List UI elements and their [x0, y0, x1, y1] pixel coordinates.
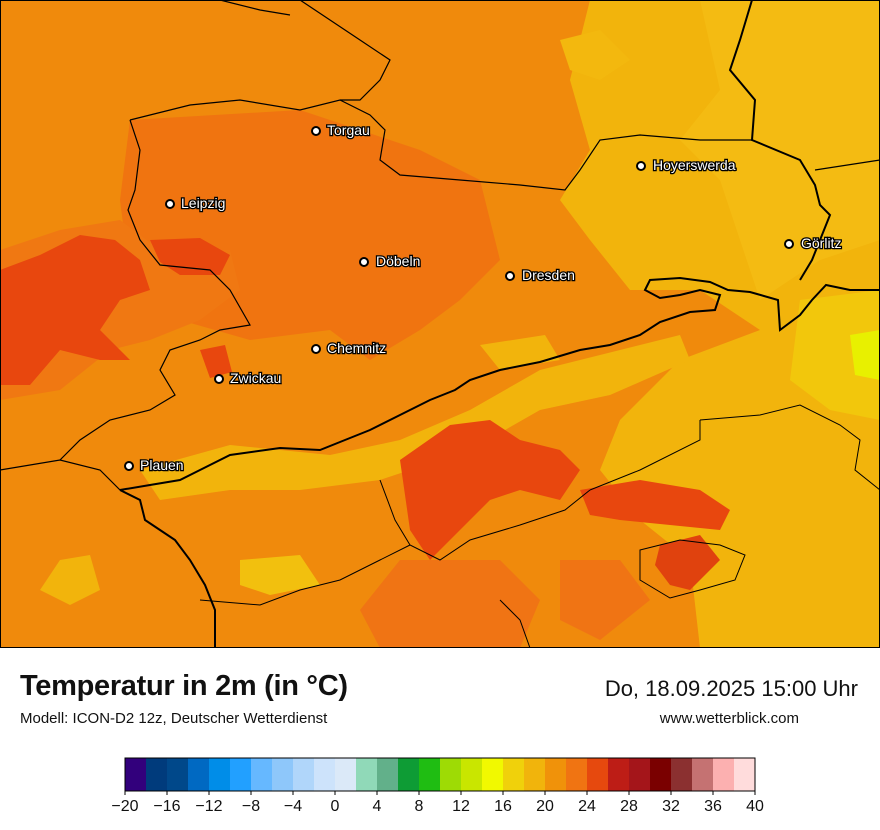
- scale-tick-label: 36: [704, 798, 722, 815]
- city-markers: Torgau Hoyerswerda Leipzig Görlitz Döbel…: [124, 121, 843, 474]
- scale-swatch: [146, 758, 168, 791]
- city-goerlitz[interactable]: Görlitz: [784, 234, 843, 252]
- scale-swatch: [503, 758, 525, 791]
- scale-swatch: [461, 758, 483, 791]
- scale-tick-label: 12: [452, 798, 470, 815]
- scale-tick-label: 16: [494, 798, 512, 815]
- scale-tick-label: −12: [195, 798, 222, 815]
- scale-tick-label: −8: [242, 798, 260, 815]
- scale-tick-label: 40: [746, 798, 764, 815]
- scale-swatch: [545, 758, 567, 791]
- scale-swatch: [398, 758, 420, 791]
- borders: [0, 0, 880, 648]
- scale-tick-label: 32: [662, 798, 680, 815]
- scale-tick-label: 4: [373, 798, 382, 815]
- temperature-field: [0, 0, 880, 648]
- city-label: Görlitz: [801, 235, 841, 251]
- scale-tick-label: 24: [578, 798, 596, 815]
- scale-tick-label: 28: [620, 798, 638, 815]
- scale-swatch: [377, 758, 399, 791]
- scale-swatch: [188, 758, 210, 791]
- color-scale: −20 −16 −12 −8 −4 0 4 8 12 16 20 24 28 32 36 40: [111, 757, 764, 815]
- city-hoyerswerda[interactable]: Hoyerswerda: [636, 156, 737, 174]
- scale-tick-label: 20: [536, 798, 554, 815]
- scale-swatch: [629, 758, 651, 791]
- scale-swatch: [272, 758, 294, 791]
- scale-tick-label: 0: [331, 798, 340, 815]
- scale-swatch: [734, 758, 756, 791]
- temperature-map[interactable]: Torgau Hoyerswerda Leipzig Görlitz Döbel…: [0, 0, 880, 648]
- city-doebeln[interactable]: Döbeln: [359, 252, 422, 270]
- scale-frame: [124, 757, 756, 792]
- city-label: Torgau: [327, 122, 370, 138]
- scale-swatch: [335, 758, 357, 791]
- scale-swatch: [209, 758, 231, 791]
- city-dresden[interactable]: Dresden: [505, 266, 576, 284]
- scale-swatch: [482, 758, 504, 791]
- city-label: Dresden: [522, 267, 575, 283]
- city-label: Zwickau: [230, 370, 281, 386]
- scale-swatch: [566, 758, 588, 791]
- scale-swatch: [125, 758, 147, 791]
- scale-swatch: [587, 758, 609, 791]
- scale-swatch: [230, 758, 252, 791]
- city-label: Plauen: [140, 457, 184, 473]
- scale-swatch: [356, 758, 378, 791]
- scale-swatch: [314, 758, 336, 791]
- scale-tick-label: −16: [153, 798, 180, 815]
- legend-footer: Temperatur in 2m (in °C) Modell: ICON-D2…: [0, 648, 880, 830]
- city-label: Döbeln: [376, 253, 420, 269]
- city-torgau[interactable]: Torgau: [311, 121, 371, 139]
- scale-tick-label: −20: [111, 798, 138, 815]
- scale-swatch: [608, 758, 630, 791]
- scale-swatch: [293, 758, 315, 791]
- city-label: Hoyerswerda: [653, 157, 736, 173]
- scale-swatch: [524, 758, 546, 791]
- city-leipzig[interactable]: Leipzig: [165, 194, 227, 212]
- scale-swatch: [671, 758, 693, 791]
- scale-swatch: [440, 758, 462, 791]
- model-source: Modell: ICON-D2 12z, Deutscher Wetterdie…: [20, 710, 328, 727]
- scale-tick-label: 8: [415, 798, 424, 815]
- forecast-datetime: Do, 18.09.2025 15:00 Uhr: [604, 676, 858, 701]
- scale-tick-label: −4: [284, 798, 302, 815]
- scale-swatch: [167, 758, 189, 791]
- scale-swatch: [692, 758, 714, 791]
- city-zwickau[interactable]: Zwickau: [214, 369, 283, 387]
- scale-swatch: [251, 758, 273, 791]
- scale-swatch: [650, 758, 672, 791]
- map-title: Temperatur in 2m (in °C): [20, 670, 348, 702]
- city-plauen[interactable]: Plauen: [124, 456, 185, 474]
- city-label: Leipzig: [181, 195, 225, 211]
- scale-swatch: [713, 758, 735, 791]
- scale-swatch: [419, 758, 441, 791]
- city-label: Chemnitz: [327, 340, 386, 356]
- website-link[interactable]: www.wetterblick.com: [659, 710, 799, 727]
- city-chemnitz[interactable]: Chemnitz: [311, 339, 387, 357]
